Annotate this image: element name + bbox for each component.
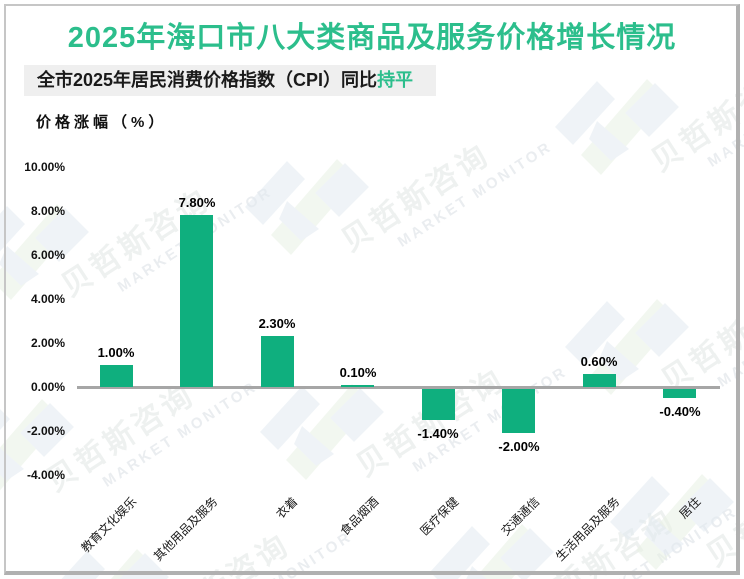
watermark-en-text: MARKET MONITOR (195, 528, 356, 579)
category-label: 交通通信 (498, 494, 543, 539)
bar-其他用品及服务 (180, 215, 213, 387)
y-tick-label: 4.00% (30, 291, 65, 306)
category-label: 生活用品及服务 (553, 494, 623, 564)
subtitle-highlight: 持平 (377, 70, 414, 90)
watermark-cn-text: 贝哲斯咨询 (655, 277, 744, 399)
bar-生活用品及服务 (583, 374, 616, 387)
bar-医疗保健 (422, 389, 455, 420)
watermark-cn-text: 贝哲斯咨询 (520, 502, 682, 579)
watermark-cn-text: 贝哲斯咨询 (55, 182, 217, 304)
brand-logo-watermark-icon (0, 379, 78, 502)
value-label: -0.40% (659, 404, 701, 419)
bar-居住 (663, 389, 696, 398)
value-label: -2.00% (498, 439, 540, 454)
watermark-cn-text: 贝哲斯咨询 (131, 489, 345, 579)
category-label: 教育文化娱乐 (78, 494, 140, 556)
watermark-cn-text: 贝哲斯咨询 (700, 452, 744, 574)
brand-logo-watermark-icon (553, 59, 683, 182)
subtitle-text: 全市2025年居民消费价格指数（CPI）同比 (37, 70, 378, 90)
value-label: 7.80% (178, 195, 216, 210)
watermark-en-text: MARKET MONITOR (714, 278, 744, 391)
bar-食品烟酒 (341, 385, 374, 387)
watermark-cn-text: 贝哲斯咨询 (40, 377, 202, 499)
y-tick-label: -2.00% (26, 424, 65, 439)
category-label: 医疗保健 (417, 494, 462, 539)
bar-交通通信 (502, 389, 535, 433)
y-tick-label: 6.00% (30, 247, 65, 262)
x-axis-zero-line (77, 386, 720, 389)
y-tick-label: -4.00% (26, 468, 65, 483)
value-label: 0.10% (339, 365, 377, 380)
brand-logo-watermark-icon (608, 454, 738, 577)
chart-title: 2025年海口市八大类商品及服务价格增长情况 (67, 22, 677, 54)
bar-教育文化娱乐 (100, 365, 133, 387)
subtitle-strip: 全市2025年居民消费价格指数（CPI）同比持平 (24, 65, 436, 96)
watermark-en-text: MARKET MONITOR (704, 58, 744, 171)
category-label: 食品烟酒 (337, 494, 382, 539)
value-label: 0.60% (580, 354, 618, 369)
y-tick-label: 2.00% (30, 335, 65, 350)
watermark-en-text: MARKET MONITOR (99, 378, 261, 491)
y-axis-title: 价格涨幅（%） (36, 114, 168, 131)
category-label: 衣着 (273, 494, 301, 522)
value-label: 2.30% (258, 316, 296, 331)
y-tick-label: 0.00% (30, 380, 65, 394)
value-label: 1.00% (97, 345, 135, 360)
brand-logo-watermark-icon (0, 184, 93, 307)
value-label: -1.40% (417, 426, 459, 441)
category-label: 其他用品及服务 (150, 494, 220, 564)
brand-logo-watermark-icon (243, 139, 373, 262)
watermark-en-text: MARKET MONITOR (394, 138, 556, 251)
bar-衣着 (261, 336, 294, 387)
y-tick-label: 8.00% (30, 203, 65, 218)
category-label: 居住 (676, 494, 704, 522)
y-tick-label: 10.00% (24, 159, 65, 174)
watermark-cn-text: 贝哲斯咨询 (335, 137, 497, 259)
